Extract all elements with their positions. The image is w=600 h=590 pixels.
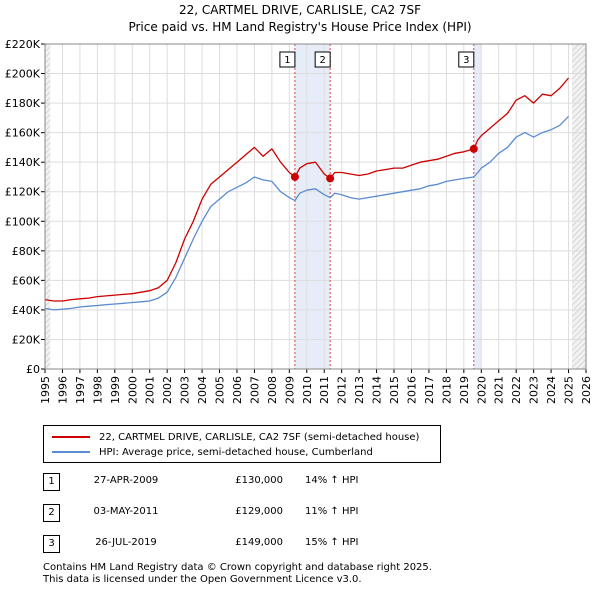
x-tick-label: 2002 — [161, 376, 174, 404]
x-tick-label: 2011 — [318, 376, 331, 404]
transaction-number: 2 — [43, 504, 60, 522]
plot-frame — [44, 43, 587, 370]
y-tick-label: £180K — [5, 97, 41, 110]
table-row: 2 03-MAY-2011 £129,000 11% ↑ HPI — [43, 504, 543, 522]
x-tick-label: 2024 — [545, 376, 558, 404]
x-tick-label: 2016 — [405, 376, 418, 404]
x-tick-label: 2010 — [301, 376, 314, 404]
x-tick-label: 2020 — [475, 376, 488, 404]
y-tick-label: £20K — [12, 333, 41, 346]
table-row: 1 27-APR-2009 £130,000 14% ↑ HPI — [43, 473, 543, 491]
x-tick-label: 2018 — [440, 376, 453, 404]
x-tick-label: 1997 — [74, 376, 87, 404]
x-tick-label: 2005 — [214, 376, 227, 404]
legend-swatch-property — [52, 436, 90, 438]
transaction-hpi: 15% ↑ HPI — [305, 537, 359, 548]
shaded-period — [473, 44, 482, 369]
y-tick-label: £100K — [5, 215, 41, 228]
transaction-hpi: 14% ↑ HPI — [305, 475, 359, 486]
x-tick-label: 1996 — [56, 376, 69, 404]
x-tick-label: 2025 — [563, 376, 576, 404]
legend: 22, CARTMEL DRIVE, CARLISLE, CA2 7SF (se… — [43, 425, 441, 463]
y-tick-label: £220K — [5, 38, 41, 51]
y-tick-label: £200K — [5, 68, 41, 81]
x-tick-label: 2000 — [126, 376, 139, 404]
transaction-number: 1 — [43, 473, 60, 491]
sale-point — [469, 144, 478, 153]
legend-swatch-hpi — [52, 451, 90, 453]
x-tick-label: 2019 — [458, 376, 471, 404]
x-tick-label: 2007 — [248, 376, 261, 404]
chart-subtitle: Price paid vs. HM Land Registry's House … — [128, 20, 472, 34]
x-tick-label: 2013 — [353, 376, 366, 404]
sale-badge-label: 2 — [319, 55, 325, 66]
y-tick-label: £120K — [5, 186, 41, 199]
sale-badge — [314, 51, 331, 68]
sale-badge — [458, 51, 475, 68]
x-tick-label: 1999 — [109, 376, 122, 404]
x-tick-label: 2017 — [423, 376, 436, 404]
x-tick-label: 2022 — [510, 376, 523, 404]
legend-item-property: 22, CARTMEL DRIVE, CARLISLE, CA2 7SF (se… — [52, 430, 419, 444]
transaction-price: £130,000 — [235, 475, 283, 486]
sale-point — [326, 174, 335, 183]
sale-badge-label: 1 — [284, 55, 290, 66]
transaction-date: 27-APR-2009 — [93, 475, 159, 486]
table-row: 3 26-JUL-2019 £149,000 15% ↑ HPI — [43, 535, 543, 553]
transaction-hpi: 11% ↑ HPI — [305, 506, 359, 517]
x-tick-label: 2008 — [266, 376, 279, 404]
legend-label-hpi: HPI: Average price, semi-detached house,… — [99, 446, 373, 458]
series-line-hpi — [44, 115, 569, 311]
sale-point — [290, 172, 299, 181]
hatched-region — [572, 44, 586, 369]
footer-copyright: Contains HM Land Registry data © Crown c… — [43, 562, 432, 573]
legend-item-hpi: HPI: Average price, semi-detached house,… — [52, 445, 373, 459]
legend-label-property: 22, CARTMEL DRIVE, CARLISLE, CA2 7SF (se… — [99, 431, 420, 443]
transaction-number: 3 — [43, 535, 60, 553]
x-tick-label: 2001 — [144, 376, 157, 404]
x-tick-label: 2026 — [580, 376, 593, 404]
sale-badge — [279, 51, 296, 68]
transaction-date: 03-MAY-2011 — [93, 506, 159, 517]
y-tick-label: £140K — [5, 156, 41, 169]
x-tick-label: 2023 — [528, 376, 541, 404]
transaction-date: 26-JUL-2019 — [95, 537, 157, 548]
price-chart: 1 2 3 £0 £20K £40K £60K £80K £100K £120K £140K £16… — [5, 38, 593, 404]
x-tick-label: 2014 — [371, 376, 384, 404]
transaction-price: £149,000 — [235, 537, 283, 548]
y-tick-label: £160K — [5, 127, 41, 140]
y-tick-label: £80K — [12, 245, 41, 258]
x-tick-label: 2003 — [179, 376, 192, 404]
x-tick-label: 2004 — [196, 376, 209, 404]
x-tick-label: 2009 — [283, 376, 296, 404]
y-tick-label: £0 — [26, 363, 40, 376]
transaction-price: £129,000 — [235, 506, 283, 517]
shaded-period — [294, 44, 331, 369]
x-tick-label: 1995 — [39, 376, 52, 404]
x-tick-label: 2021 — [493, 376, 506, 404]
chart-title: 22, CARTMEL DRIVE, CARLISLE, CA2 7SF — [178, 3, 422, 17]
x-tick-label: 2012 — [336, 376, 349, 404]
y-tick-label: £60K — [12, 274, 41, 287]
x-tick-label: 2015 — [388, 376, 401, 404]
x-tick-label: 2006 — [231, 376, 244, 404]
sale-badge-label: 3 — [463, 55, 469, 66]
x-tick-label: 1998 — [91, 376, 104, 404]
hatched-region — [45, 44, 51, 369]
footer-licence: This data is licensed under the Open Gov… — [43, 574, 362, 585]
y-tick-label: £40K — [12, 304, 41, 317]
series-line-property — [44, 77, 569, 302]
